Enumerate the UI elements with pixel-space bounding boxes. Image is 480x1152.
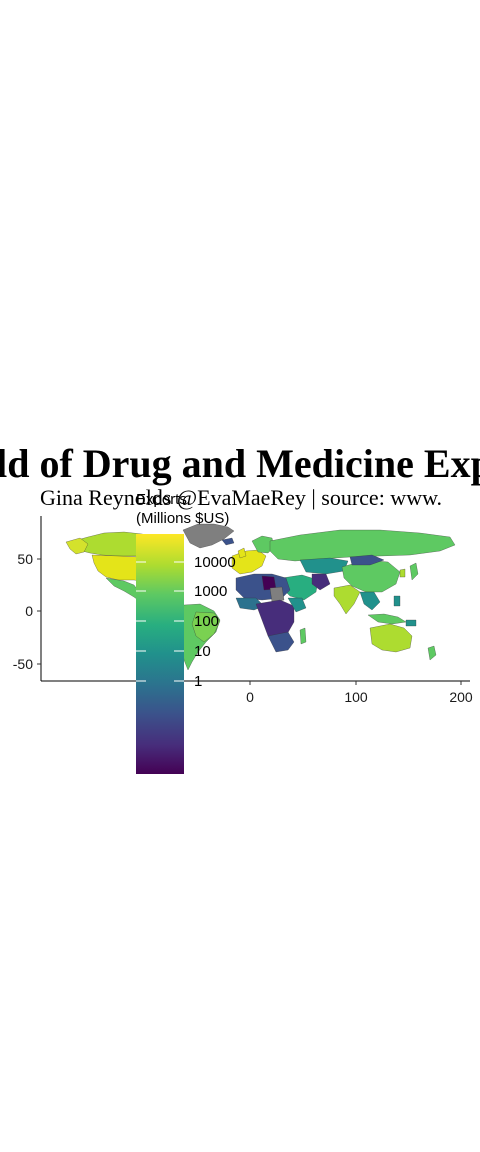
- country-new-zealand: [427, 645, 437, 661]
- country-japan: [409, 562, 419, 581]
- country-korea: [399, 568, 406, 578]
- legend-tick-label: 10: [194, 643, 211, 660]
- country-europe-west: [231, 549, 267, 575]
- country-philippines: [393, 595, 401, 607]
- map-layer: [65, 523, 456, 671]
- color-legend: Exports (Millions $US) 10000 1000 100 10 1: [136, 491, 236, 774]
- country-png: [405, 619, 417, 627]
- country-mongolia: [349, 554, 385, 566]
- country-southeast-asia: [359, 591, 381, 611]
- x-tick-label: 100: [344, 689, 368, 705]
- country-uk: [237, 547, 247, 559]
- country-chad: [269, 586, 285, 603]
- x-tick-label: 200: [449, 689, 473, 705]
- legend-ticks: 10000 1000 100 10 1: [136, 554, 236, 690]
- legend-title-line2: (Millions $US): [136, 510, 229, 527]
- country-alaska: [65, 537, 89, 555]
- country-madagascar: [299, 627, 307, 645]
- legend-colorbar: [136, 534, 184, 774]
- legend-tick-label: 1: [194, 673, 202, 690]
- country-australia: [369, 623, 413, 653]
- country-ethiopia: [287, 597, 307, 613]
- country-india: [333, 584, 361, 615]
- y-ticks: 50 0 -50: [13, 551, 41, 672]
- country-iran: [311, 573, 331, 591]
- legend-title-line1: Exports: [136, 491, 187, 508]
- country-southern-africa: [267, 631, 295, 653]
- country-indonesia: [367, 613, 407, 625]
- legend-tick-label: 10000: [194, 554, 236, 571]
- legend-tick-label: 1000: [194, 583, 227, 600]
- country-russia: [269, 529, 456, 562]
- country-brazil: [191, 611, 221, 643]
- y-tick-label: 50: [17, 551, 33, 567]
- y-tick-label: -50: [13, 656, 33, 672]
- country-iceland: [221, 537, 235, 546]
- chart-title: World of Drug and Medicine Exports: [0, 441, 480, 486]
- country-greenland: [182, 523, 235, 549]
- country-kazakhstan: [299, 557, 349, 575]
- chart-subtitle: Gina Reynolds @EvaMaeRey | source: www.: [40, 485, 443, 510]
- legend-tick-label: 100: [194, 613, 219, 630]
- y-tick-label: 0: [25, 603, 33, 619]
- x-tick-label: 0: [246, 689, 254, 705]
